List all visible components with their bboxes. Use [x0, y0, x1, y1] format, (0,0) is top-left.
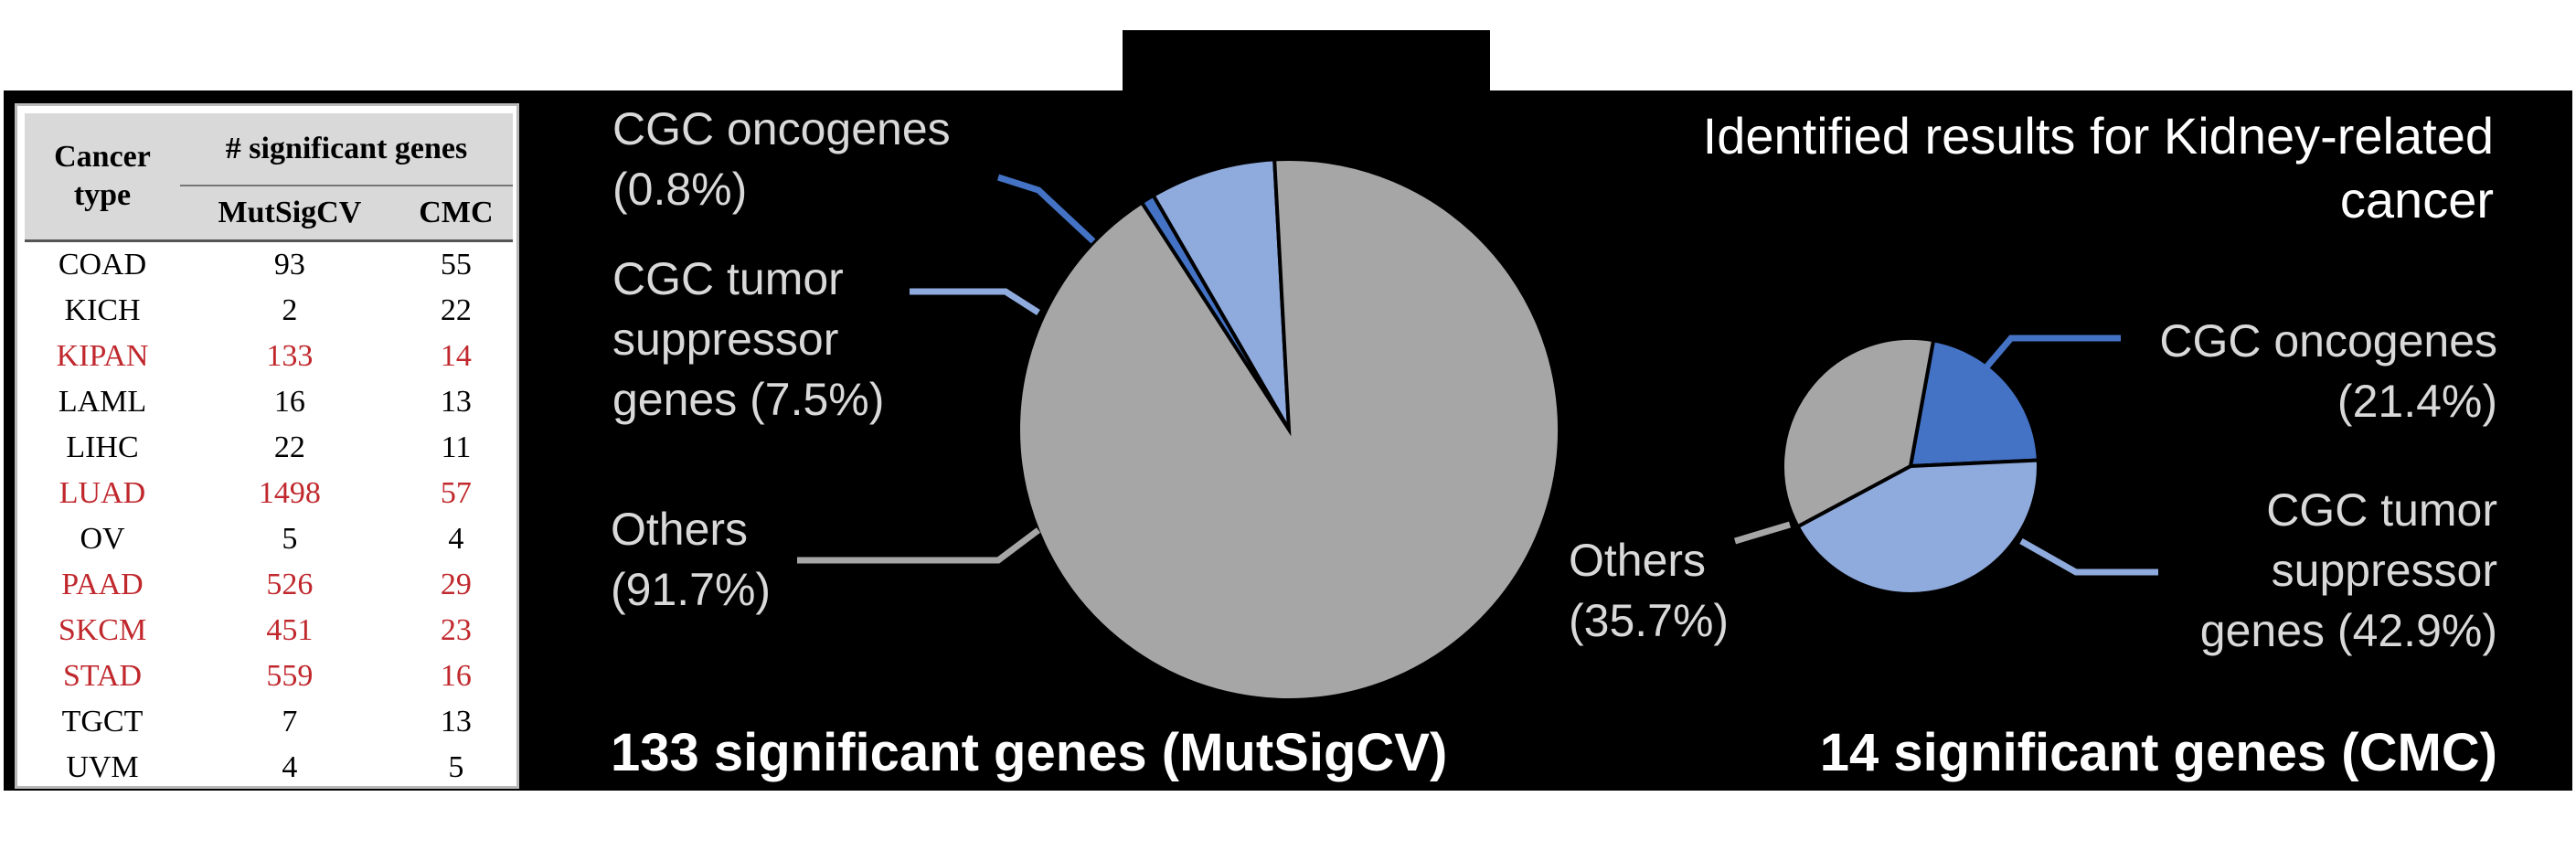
slice-label-1-2-0: Others: [1569, 535, 1706, 586]
cancer-type-cell: TGCT: [61, 705, 144, 738]
leader-lines: [797, 174, 2158, 576]
pie-slice-1-2: [1017, 157, 1561, 702]
chart-title-mutsigcv: 133 significant genes (MutSigCV): [611, 723, 1447, 782]
table-row: STAD 559 16: [25, 653, 513, 699]
leader-line-0: [996, 174, 1096, 244]
slice-label-0-0-1: (0.8%): [612, 164, 747, 215]
pie-slice-2-0: [1908, 337, 2040, 469]
pie-chart-mutsigcv: [1017, 157, 1561, 702]
slice-label-0-0-0: CGC oncogenes: [612, 103, 951, 154]
slice-label-0-2-0: Others: [611, 504, 748, 555]
cancer-type-cell: KICH: [64, 293, 141, 327]
slice-label-1-1-2: genes (42.9%): [2200, 605, 2497, 656]
slice-labels: CGC oncogenes (0.8%) CGC tumor suppressor ge…: [611, 103, 2497, 656]
header-sig-genes: # significant genes: [180, 113, 513, 186]
cmc-cell: 23: [440, 613, 472, 647]
table-row: KIPAN 133 14: [25, 334, 513, 379]
mutsigcv-cell: 526: [266, 568, 314, 601]
cmc-cell: 5: [448, 750, 464, 784]
cancer-type-cell: LAML: [58, 385, 147, 419]
cmc-cell: 22: [440, 293, 472, 327]
leader-line-4: [2019, 537, 2158, 576]
mutsigcv-cell: 93: [273, 248, 305, 282]
pie-slice-2-2: [1781, 336, 1936, 529]
mutsigcv-cell: 133: [266, 339, 314, 373]
leader-line-5: [1733, 521, 1792, 545]
chart-title-cmc: 14 significant genes (CMC): [1820, 723, 2497, 782]
table-row: TGCT 7 13: [25, 699, 513, 745]
header-mutsigcv: MutSigCV: [180, 185, 399, 241]
table-row: LIHC 22 11: [25, 425, 513, 471]
mutsigcv-cell: 2: [282, 293, 298, 327]
cancer-type-cell: SKCM: [58, 613, 147, 647]
slice-label-1-2-1: (35.7%): [1569, 595, 1729, 646]
cmc-cell: 13: [440, 385, 472, 419]
leader-line-3: [1977, 335, 2121, 377]
cmc-cell: 11: [441, 430, 472, 464]
cmc-cell: 29: [440, 568, 472, 601]
cancer-type-cell: KIPAN: [56, 339, 149, 373]
table-body: COAD 93 55 KICH 2 22 KIPAN 133 14 LAML 16 13 LIHC 22 1…: [25, 241, 513, 792]
cmc-cell: 14: [440, 339, 472, 373]
header-cancer-type: Cancer type: [25, 113, 180, 241]
chart-heading-line2: cancer: [2340, 171, 2494, 228]
slice-label-0-1-0: CGC tumor: [612, 253, 844, 304]
cancer-type-cell: COAD: [58, 248, 147, 282]
mutsigcv-cell: 451: [266, 613, 314, 647]
mutsigcv-cell: 1498: [258, 476, 321, 510]
slice-label-1-1-0: CGC tumor: [2266, 484, 2497, 536]
mutsigcv-cell: 4: [282, 750, 298, 784]
table-row: UVM 4 5: [25, 745, 513, 791]
cancer-type-cell: PAAD: [61, 568, 144, 601]
slice-label-0-2-1: (91.7%): [611, 564, 771, 615]
table-row: PAAD 526 29: [25, 562, 513, 608]
cmc-cell: 4: [448, 522, 464, 556]
mutsigcv-cell: 559: [266, 659, 314, 693]
slice-label-1-0-0: CGC oncogenes: [2159, 315, 2497, 367]
mutsigcv-cell: 5: [282, 522, 298, 556]
table-row: LAML 16 13: [25, 379, 513, 425]
slice-label-0-1-2: genes (7.5%): [612, 374, 884, 425]
mutsigcv-cell: 16: [273, 385, 305, 419]
cancer-type-cell: UVM: [66, 750, 139, 784]
slice-label-0-1-1: suppressor: [612, 313, 838, 365]
cancer-type-cell: STAD: [62, 659, 143, 693]
cancer-type-cell: LUAD: [59, 476, 146, 510]
cmc-cell: 16: [440, 659, 472, 693]
leader-line-1: [910, 288, 1040, 315]
cancer-type-cell: OV: [80, 522, 125, 556]
table-row: OV 5 4: [25, 516, 513, 562]
cmc-cell: 13: [440, 705, 472, 738]
table-row: KICH 2 22: [25, 288, 513, 334]
table-row: COAD 93 55: [25, 241, 513, 289]
pie-slice-2-1: [1794, 458, 2040, 596]
mutsigcv-cell: 22: [273, 430, 305, 464]
pie-slice-1-1: [1150, 157, 1291, 431]
table: Cancer type # significant genes MutSigCV…: [25, 113, 513, 791]
pie-chart-cmc: [1781, 336, 2040, 596]
cancer-type-cell: LIHC: [66, 430, 139, 464]
cmc-cell: 55: [440, 248, 472, 282]
chart-heading-line1: Identified results for Kidney-related: [1703, 107, 2494, 165]
slice-label-1-0-1: (21.4%): [2337, 376, 2497, 427]
significant-genes-table: Cancer type # significant genes MutSigCV…: [15, 103, 519, 789]
mutsigcv-cell: 7: [282, 705, 298, 738]
leader-line-2: [797, 527, 1041, 564]
table-row: SKCM 451 23: [25, 608, 513, 653]
header-tab-block: [1123, 30, 1490, 92]
table-row: LUAD 1498 57: [25, 471, 513, 516]
slice-label-1-1-1: suppressor: [2272, 545, 2497, 596]
header-cmc: CMC: [399, 185, 513, 241]
cmc-cell: 57: [440, 476, 472, 510]
